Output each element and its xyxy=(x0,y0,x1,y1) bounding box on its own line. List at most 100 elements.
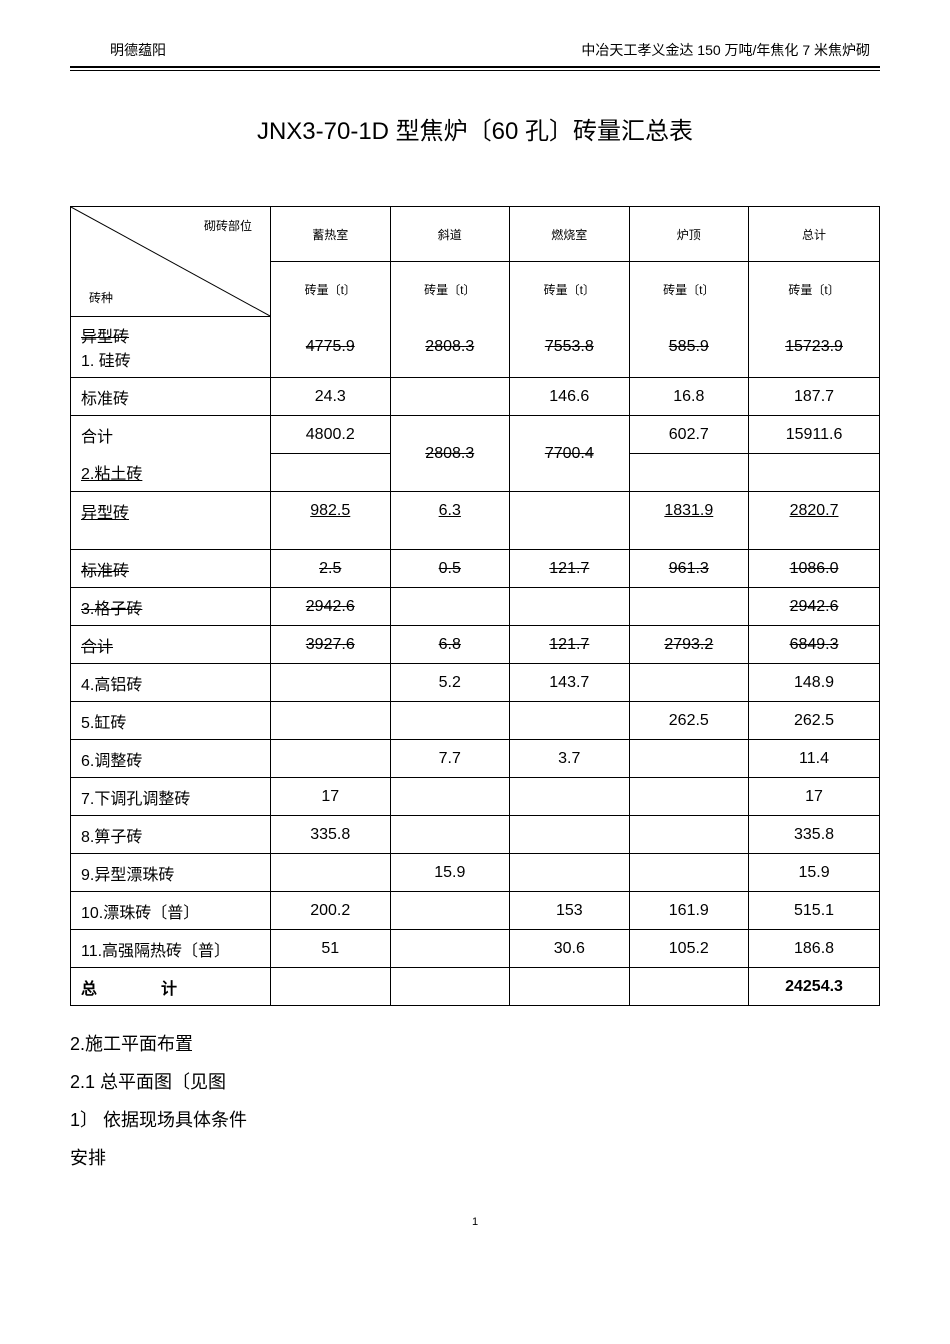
cell: 17 xyxy=(271,778,391,816)
brick-summary-table: 砌砖部位 砖种 蓄热室 斜道 燃烧室 炉顶 总计 砖量〔t〕 砖量〔t〕 砖量〔… xyxy=(70,206,880,1006)
cell xyxy=(629,588,749,626)
cell: 121.7 xyxy=(510,626,630,664)
cell: 200.2 xyxy=(271,892,391,930)
cell xyxy=(390,892,510,930)
row-label: 异型砖 xyxy=(71,492,271,530)
col-header-2: 斜道 xyxy=(390,207,510,262)
row-label: 2.粘土砖 xyxy=(71,454,271,492)
label-text: 1. 硅砖 xyxy=(81,353,131,370)
row-label: 合计 xyxy=(71,416,271,454)
cell: 3.7 xyxy=(510,740,630,778)
table-row xyxy=(71,530,880,550)
col-header-3: 燃烧室 xyxy=(510,207,630,262)
col-header-1: 蓄热室 xyxy=(271,207,391,262)
cell: 15.9 xyxy=(749,854,880,892)
cell: 0.5 xyxy=(390,550,510,588)
cell xyxy=(271,740,391,778)
row-label: 标准砖 xyxy=(71,550,271,588)
cell: 6.3 xyxy=(390,492,510,530)
cell: 585.9 xyxy=(629,317,749,378)
cell: 2808.3 xyxy=(390,317,510,378)
row-label: 标准砖 xyxy=(71,378,271,416)
footer-section: 2.施工平面布置 2.1 总平面图〔见图 1〕 依据现场具体条件 安排 xyxy=(70,1026,880,1176)
cell: 2793.2 xyxy=(629,626,749,664)
table-row: 合计 3927.6 6.8 121.7 2793.2 6849.3 xyxy=(71,626,880,664)
row-label: 5.缸砖 xyxy=(71,702,271,740)
col-header-4: 炉顶 xyxy=(629,207,749,262)
cell: 121.7 xyxy=(510,550,630,588)
row-label: 异型砖 1. 硅砖 xyxy=(71,317,271,378)
cell xyxy=(510,530,630,550)
cell: 1086.0 xyxy=(749,550,880,588)
table-row: 7.下调孔调整砖 17 17 xyxy=(71,778,880,816)
cell: 6849.3 xyxy=(749,626,880,664)
cell xyxy=(390,778,510,816)
table-row: 4.高铝砖 5.2 143.7 148.9 xyxy=(71,664,880,702)
footer-p1: 2.施工平面布置 xyxy=(70,1026,880,1062)
cell xyxy=(71,530,271,550)
cell xyxy=(271,530,391,550)
page-header: 明德蕴阳 中冶天工孝义金达 150 万吨/年焦化 7 米焦炉砌 xyxy=(70,40,880,60)
cell: 2808.3 xyxy=(390,416,510,492)
footer-p3: 1〕 依据现场具体条件 xyxy=(70,1102,880,1138)
col-header-5: 总计 xyxy=(749,207,880,262)
sub-header-4: 砖量〔t〕 xyxy=(629,262,749,317)
table-row: 10.漂珠砖〔普〕 200.2 153 161.9 515.1 xyxy=(71,892,880,930)
cell: 7553.8 xyxy=(510,317,630,378)
table-row: 异型砖 1. 硅砖 4775.9 2808.3 7553.8 585.9 157… xyxy=(71,317,880,378)
cell xyxy=(390,816,510,854)
cell xyxy=(271,664,391,702)
cell xyxy=(510,968,630,1006)
cell xyxy=(390,530,510,550)
cell xyxy=(271,454,391,492)
cell xyxy=(510,492,630,530)
table-row: 8.箅子砖 335.8 335.8 xyxy=(71,816,880,854)
cell xyxy=(271,854,391,892)
table-row: 合计 4800.2 2808.3 7700.4 602.7 15911.6 xyxy=(71,416,880,454)
label-strike: 异型砖 xyxy=(81,329,129,346)
cell: 153 xyxy=(510,892,630,930)
row-label: 4.高铝砖 xyxy=(71,664,271,702)
header-right-text: 中冶天工孝义金达 150 万吨/年焦化 7 米焦炉砌 xyxy=(581,40,870,60)
cell xyxy=(629,664,749,702)
cell: 961.3 xyxy=(629,550,749,588)
row-label: 6.调整砖 xyxy=(71,740,271,778)
cell: 146.6 xyxy=(510,378,630,416)
cell: 515.1 xyxy=(749,892,880,930)
table-row: 11.高强隔热砖〔普〕 51 30.6 105.2 186.8 xyxy=(71,930,880,968)
sub-header-1: 砖量〔t〕 xyxy=(271,262,391,317)
cell: 143.7 xyxy=(510,664,630,702)
cell: 602.7 xyxy=(629,416,749,454)
cell xyxy=(271,968,391,1006)
row-label: 11.高强隔热砖〔普〕 xyxy=(71,930,271,968)
cell xyxy=(629,740,749,778)
table-row: 异型砖 982.5 6.3 1831.9 2820.7 xyxy=(71,492,880,530)
footer-p2: 2.1 总平面图〔见图 xyxy=(70,1064,880,1100)
cell xyxy=(629,778,749,816)
cell: 187.7 xyxy=(749,378,880,416)
cell: 262.5 xyxy=(749,702,880,740)
page-title: JNX3-70-1D 型焦炉〔60 孔〕砖量汇总表 xyxy=(70,111,880,146)
diag-bottom-label: 砖种 xyxy=(89,289,113,306)
cell: 2.5 xyxy=(271,550,391,588)
cell xyxy=(510,854,630,892)
cell: 105.2 xyxy=(629,930,749,968)
cell xyxy=(510,778,630,816)
cell: 15723.9 xyxy=(749,317,880,378)
cell xyxy=(749,530,880,550)
table-row: 3.格子砖 2942.6 2942.6 xyxy=(71,588,880,626)
cell xyxy=(510,702,630,740)
table-row: 标准砖 2.5 0.5 121.7 961.3 1086.0 xyxy=(71,550,880,588)
cell: 335.8 xyxy=(271,816,391,854)
cell: 16.8 xyxy=(629,378,749,416)
cell xyxy=(629,454,749,492)
footer-p4: 安排 xyxy=(70,1140,880,1176)
cell: 262.5 xyxy=(629,702,749,740)
cell xyxy=(510,816,630,854)
row-label: 9.异型漂珠砖 xyxy=(71,854,271,892)
table-row: 标准砖 24.3 146.6 16.8 187.7 xyxy=(71,378,880,416)
row-label: 10.漂珠砖〔普〕 xyxy=(71,892,271,930)
header-divider xyxy=(70,66,880,71)
cell: 4775.9 xyxy=(271,317,391,378)
cell: 161.9 xyxy=(629,892,749,930)
